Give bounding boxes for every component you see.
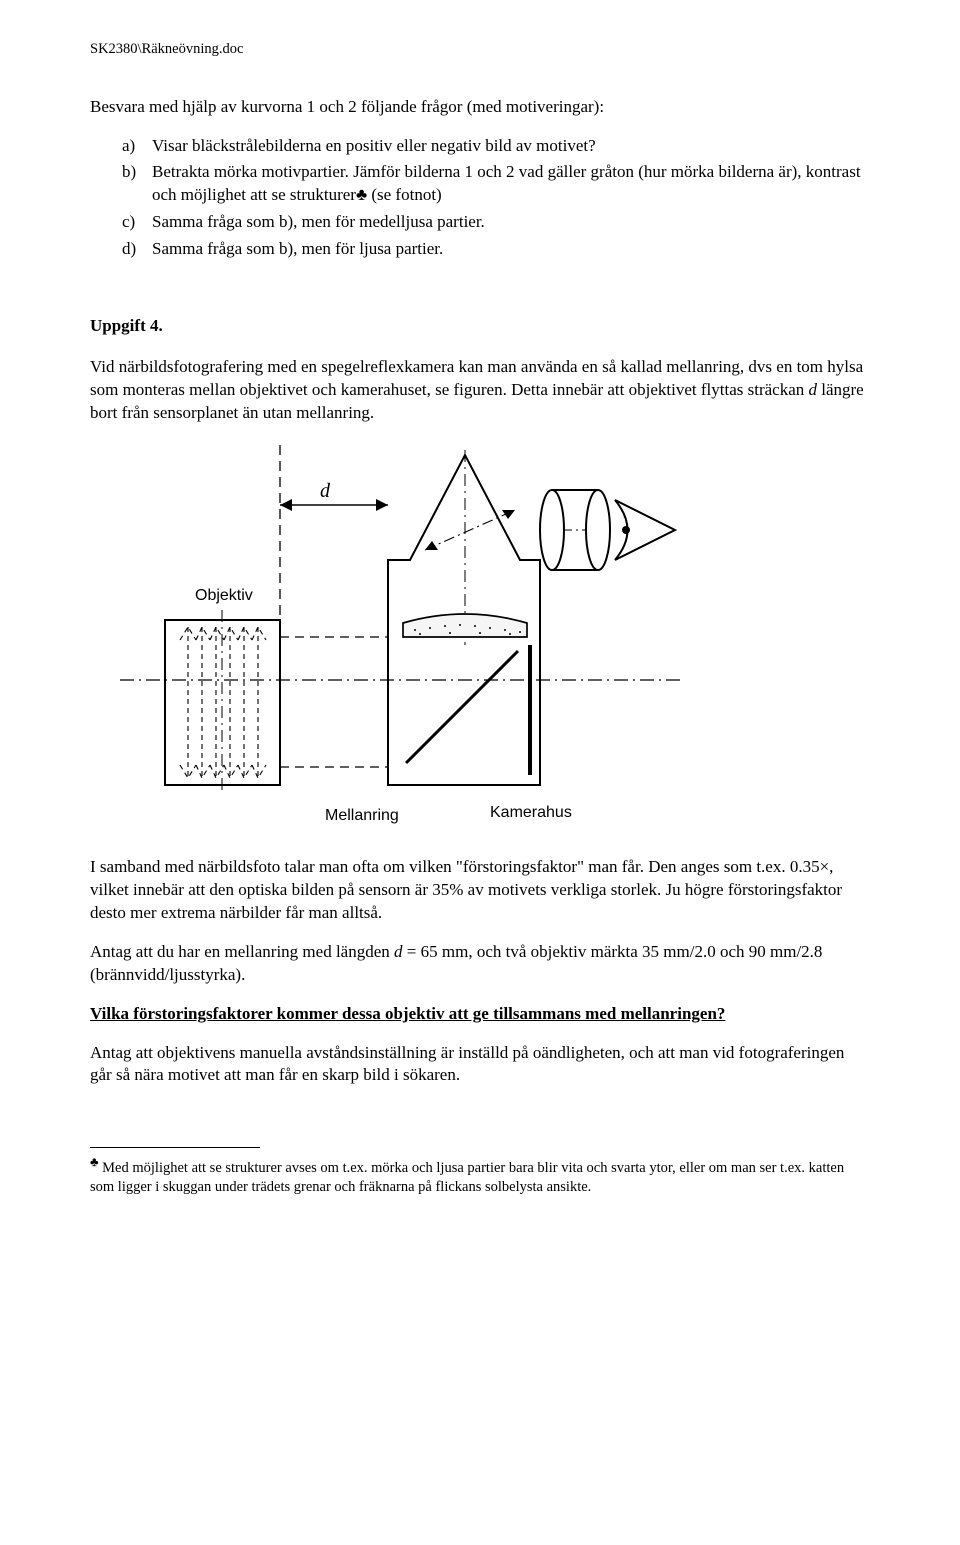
text-run: Vid närbildsfotografering med en spegelr… xyxy=(90,357,863,399)
footnote-divider xyxy=(90,1147,260,1148)
paragraph: Vid närbildsfotografering med en spegelr… xyxy=(90,356,870,425)
list-text: Visar bläckstrålebilderna en positiv ell… xyxy=(152,135,870,158)
list-item: c) Samma fråga som b), men för medelljus… xyxy=(122,211,870,234)
intro-text: Besvara med hjälp av kurvorna 1 och 2 fö… xyxy=(90,96,870,119)
list-text: Samma fråga som b), men för medelljusa p… xyxy=(152,211,870,234)
list-marker: c) xyxy=(122,211,152,234)
list-text: Samma fråga som b), men för ljusa partie… xyxy=(152,238,870,261)
d-label: d xyxy=(320,480,331,502)
var-d: d xyxy=(809,380,818,399)
list-marker: d) xyxy=(122,238,152,261)
paragraph: Antag att objektivens manuella avståndsi… xyxy=(90,1042,870,1088)
var-d: d xyxy=(394,942,403,961)
list-marker: b) xyxy=(122,161,152,207)
camera-diagram: d Objektiv xyxy=(120,445,870,832)
footnote-text: Med möjlighet att se strukturer avses om… xyxy=(90,1160,844,1195)
text-run: Antag att du har en mellanring med längd… xyxy=(90,942,394,961)
footnote-symbol: ♣ xyxy=(90,1154,99,1169)
list-marker: a) xyxy=(122,135,152,158)
mellanring-label: Mellanring xyxy=(325,807,399,824)
objektiv-label: Objektiv xyxy=(195,587,253,604)
kamerahus-label: Kamerahus xyxy=(490,804,572,821)
list-item: b) Betrakta mörka motivpartier. Jämför b… xyxy=(122,161,870,207)
question-list: a) Visar bläckstrålebilderna en positiv … xyxy=(90,135,870,262)
list-text: Betrakta mörka motivpartier. Jämför bild… xyxy=(152,161,870,207)
list-item: a) Visar bläckstrålebilderna en positiv … xyxy=(122,135,870,158)
main-question: Vilka förstoringsfaktorer kommer dessa o… xyxy=(90,1003,870,1026)
list-item: d) Samma fråga som b), men för ljusa par… xyxy=(122,238,870,261)
footnote: ♣ Med möjlighet att se strukturer avses … xyxy=(90,1154,870,1197)
paragraph: Antag att du har en mellanring med längd… xyxy=(90,941,870,987)
doc-path: SK2380\Räkneövning.doc xyxy=(90,40,870,60)
section-heading: Uppgift 4. xyxy=(90,315,870,338)
paragraph: I samband med närbildsfoto talar man oft… xyxy=(90,856,870,925)
